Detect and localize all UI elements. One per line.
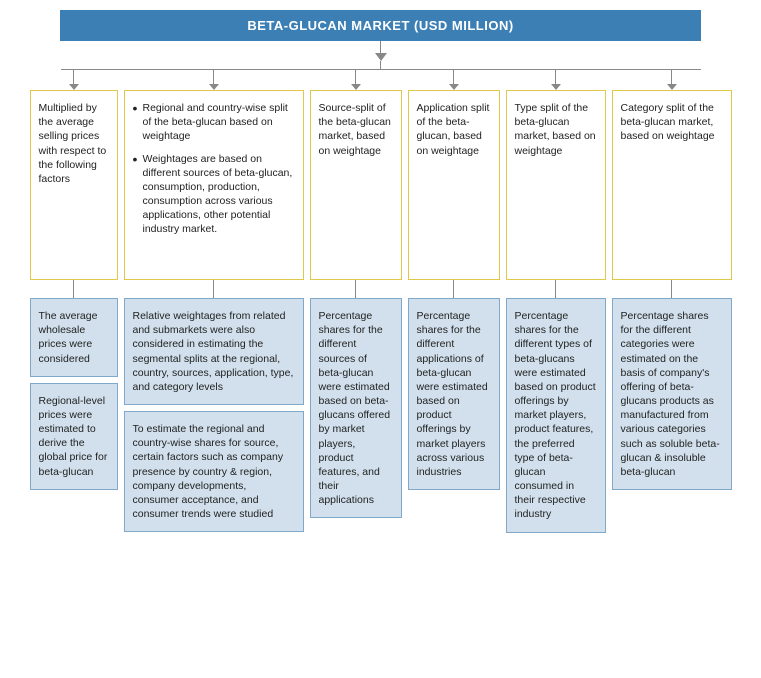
- yellow-box-2: Regional and country-wise split of the b…: [124, 90, 304, 280]
- bullet-list: Regional and country-wise split of the b…: [133, 101, 295, 245]
- blue-box-6a: Percentage shares for the different cate…: [612, 298, 732, 490]
- yellow-box-3: Source-split of the beta-glucan market, …: [310, 90, 402, 280]
- connector-line: [671, 70, 672, 84]
- bullet-item: Regional and country-wise split of the b…: [133, 101, 295, 144]
- header-title: BETA-GLUCAN MARKET (USD MILLION): [60, 10, 701, 41]
- connector-line: [73, 280, 74, 298]
- connector-line: [355, 70, 356, 84]
- blue-box-5a: Percentage shares for the different type…: [506, 298, 606, 533]
- yellow-box-6: Category split of the beta-glucan market…: [612, 90, 732, 280]
- box-text: Source-split of the beta-glucan market, …: [319, 101, 393, 158]
- yellow-box-5: Type split of the beta-glucan market, ba…: [506, 90, 606, 280]
- connector-line: [213, 70, 214, 84]
- blue-box-3a: Percentage shares for the different sour…: [310, 298, 402, 518]
- blue-box-4a: Percentage shares for the different appl…: [408, 298, 500, 490]
- connector-line: [73, 70, 74, 84]
- connector-line: [380, 41, 381, 53]
- blue-box-2a: Relative weightages from related and sub…: [124, 298, 304, 405]
- connector-line: [453, 70, 454, 84]
- connector-line: [355, 280, 356, 298]
- blue-box-1b: Regional-level prices were estimated to …: [30, 383, 118, 490]
- connector-row-2: [10, 280, 751, 298]
- connector-line: [671, 280, 672, 298]
- box-text: Category split of the beta-glucan market…: [621, 101, 723, 144]
- connector-line: [555, 280, 556, 298]
- connector-line: [453, 280, 454, 298]
- connector-line: [555, 70, 556, 84]
- connector-line: [213, 280, 214, 298]
- box-text: Multiplied by the average selling prices…: [39, 101, 109, 186]
- blue-row: The average wholesale prices were consid…: [10, 298, 751, 533]
- yellow-box-1: Multiplied by the average selling prices…: [30, 90, 118, 280]
- connector-line: [380, 61, 381, 69]
- arrow-down-icon: [375, 53, 387, 61]
- blue-box-2b: To estimate the regional and country-wis…: [124, 411, 304, 532]
- yellow-box-4: Application split of the beta-glucan, ba…: [408, 90, 500, 280]
- bullet-item: Weightages are based on different source…: [133, 152, 295, 237]
- arrow-row: [10, 70, 751, 90]
- blue-box-1a: The average wholesale prices were consid…: [30, 298, 118, 377]
- yellow-row: Multiplied by the average selling prices…: [10, 90, 751, 280]
- box-text: Type split of the beta-glucan market, ba…: [515, 101, 597, 158]
- box-text: Application split of the beta-glucan, ba…: [417, 101, 491, 158]
